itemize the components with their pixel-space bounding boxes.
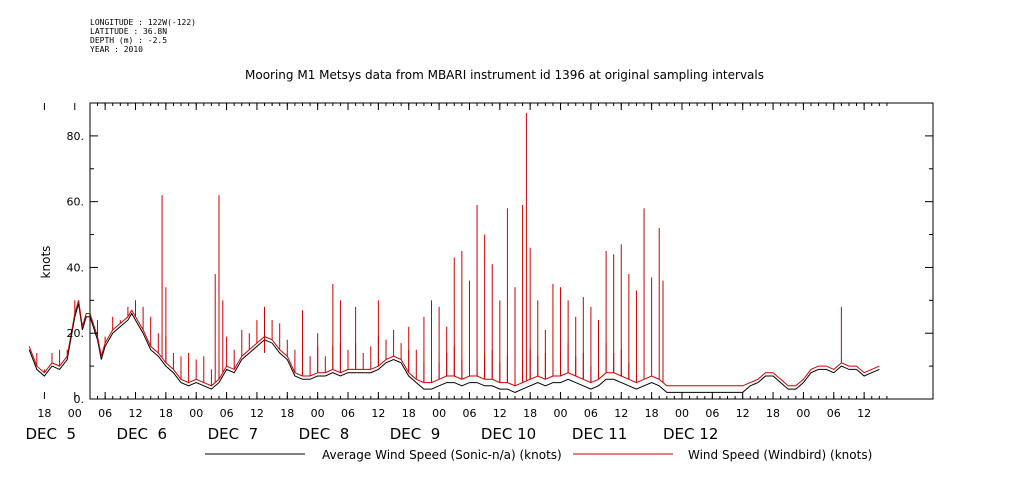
plot-frame bbox=[89, 102, 934, 400]
x-tick-label: 12 bbox=[371, 407, 385, 420]
legend: Average Wind Speed (Sonic-n/a) (knots) W… bbox=[205, 448, 872, 462]
x-tick-label: 12 bbox=[614, 407, 628, 420]
x-day-label: DEC 8 bbox=[299, 425, 350, 443]
depth-label: DEPTH (m) : -2.5 bbox=[90, 36, 168, 45]
y-tick-label: 60. bbox=[67, 196, 85, 209]
y-axis-label: knots bbox=[39, 246, 53, 279]
x-tick-label: 18 bbox=[645, 407, 659, 420]
x-tick-label: 00 bbox=[796, 407, 810, 420]
x-tick-label: 18 bbox=[766, 407, 780, 420]
x-tick-label: 12 bbox=[493, 407, 507, 420]
series-average-line bbox=[28, 303, 880, 393]
x-tick-label: 00 bbox=[432, 407, 446, 420]
x-day-label: DEC 11 bbox=[572, 425, 627, 443]
latitude-label: LATITUDE : 36.8N bbox=[90, 27, 168, 36]
x-tick-label: 00 bbox=[68, 407, 82, 420]
x-tick-label: 00 bbox=[311, 407, 325, 420]
x-tick-label: 12 bbox=[250, 407, 264, 420]
x-tick-label: 06 bbox=[705, 407, 719, 420]
x-day-label: DEC 6 bbox=[117, 425, 168, 443]
x-day-label: DEC 10 bbox=[481, 425, 536, 443]
series-windbird-line bbox=[28, 300, 880, 387]
x-tick-label: 12 bbox=[129, 407, 143, 420]
x-tick-label: 06 bbox=[462, 407, 476, 420]
y-tick-label: 20. bbox=[67, 327, 85, 340]
x-tick-label: 18 bbox=[37, 407, 51, 420]
y-tick-label: 0. bbox=[74, 393, 85, 406]
x-tick-label: 06 bbox=[584, 407, 598, 420]
x-tick-label: 18 bbox=[523, 407, 537, 420]
x-tick-label: 18 bbox=[402, 407, 416, 420]
legend-label-average: Average Wind Speed (Sonic-n/a) (knots) bbox=[322, 448, 562, 462]
x-day-label: DEC 9 bbox=[390, 425, 441, 443]
x-tick-label: 00 bbox=[675, 407, 689, 420]
y-tick-label: 40. bbox=[67, 261, 85, 274]
x-day-label: DEC 12 bbox=[663, 425, 718, 443]
x-tick-label: 00 bbox=[189, 407, 203, 420]
x-tick-label: 12 bbox=[857, 407, 871, 420]
x-tick-label: 00 bbox=[554, 407, 568, 420]
x-tick-label: 12 bbox=[736, 407, 750, 420]
y-tick-label: 80. bbox=[67, 130, 85, 143]
longitude-label: LONGITUDE : 122W(-122) bbox=[90, 18, 196, 27]
x-tick-label: 06 bbox=[341, 407, 355, 420]
x-day-label: DEC 5 bbox=[25, 425, 76, 443]
metadata-block: LONGITUDE : 122W(-122) LATITUDE : 36.8N … bbox=[90, 18, 196, 54]
x-day-label: DEC 7 bbox=[208, 425, 259, 443]
x-tick-label: 18 bbox=[280, 407, 294, 420]
chart-title: Mooring M1 Metsys data from MBARI instru… bbox=[245, 68, 764, 82]
x-tick-label: 06 bbox=[98, 407, 112, 420]
x-tick-label: 18 bbox=[159, 407, 173, 420]
year-label: YEAR : 2010 bbox=[90, 45, 143, 54]
legend-label-windbird: Wind Speed (Windbird) (knots) bbox=[688, 448, 872, 462]
x-tick-label: 06 bbox=[827, 407, 841, 420]
x-tick-label: 06 bbox=[220, 407, 234, 420]
